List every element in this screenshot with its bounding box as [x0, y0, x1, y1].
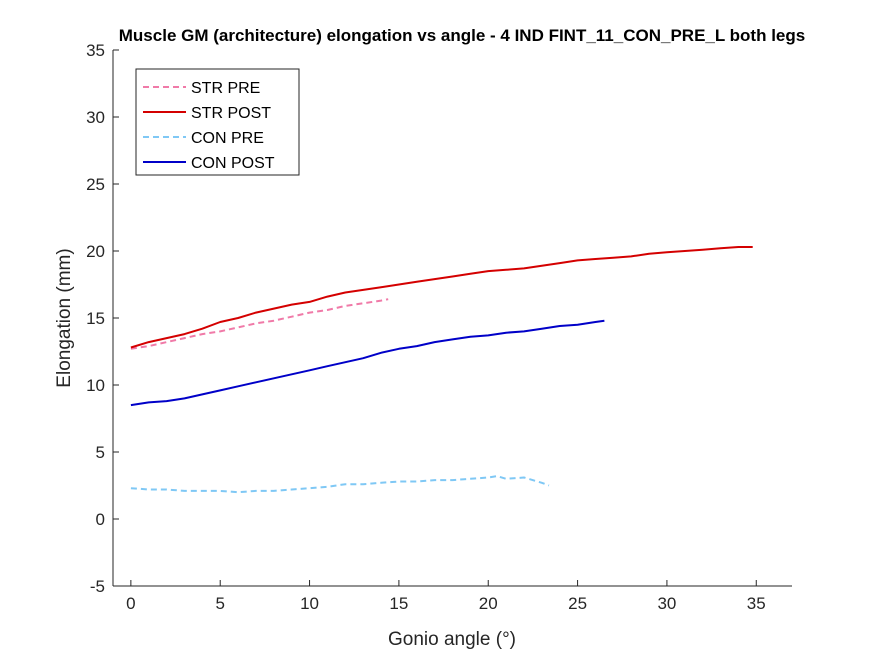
y-axis-label: Elongation (mm) — [54, 248, 75, 387]
legend-label: CON PRE — [191, 130, 264, 147]
series-line-str-post — [130, 246, 753, 349]
legend-label: STR POST — [191, 105, 271, 122]
x-tick-label: 10 — [300, 594, 319, 613]
y-tick-label: 15 — [86, 309, 105, 328]
x-tick-label: 35 — [747, 594, 766, 613]
y-tick-label: 25 — [86, 175, 105, 194]
y-tick-label: 5 — [96, 443, 105, 462]
y-tick-label: 30 — [86, 108, 105, 127]
x-tick-label: 20 — [479, 594, 498, 613]
legend-label: STR PRE — [191, 80, 260, 97]
x-tick-label: 25 — [568, 594, 587, 613]
series-layer — [130, 246, 753, 494]
x-tick-label: 15 — [389, 594, 408, 613]
y-tick-label: 0 — [96, 510, 105, 529]
y-tick-label: 20 — [86, 242, 105, 261]
legend: STR PRE STR POST CON PRE CON POST — [135, 68, 300, 176]
series-line-str-pre — [130, 298, 389, 350]
x-tick-label: 30 — [657, 594, 676, 613]
y-tick-label: -5 — [90, 577, 105, 596]
chart-title: Muscle GM (architecture) elongation vs a… — [119, 26, 805, 45]
legend-label: CON POST — [191, 155, 275, 172]
axes-layer: 0 5 10 15 20 25 30 35 -5 0 5 10 15 20 25 30 35 — [86, 41, 792, 613]
series-line-con-pre — [130, 475, 550, 494]
y-tick-label: 35 — [86, 41, 105, 60]
y-tick-label: 10 — [86, 376, 105, 395]
x-axis-label: Gonio angle (°) — [388, 629, 516, 650]
x-tick-label: 5 — [215, 594, 224, 613]
series-line-con-post — [130, 319, 605, 407]
x-tick-label: 0 — [126, 594, 135, 613]
